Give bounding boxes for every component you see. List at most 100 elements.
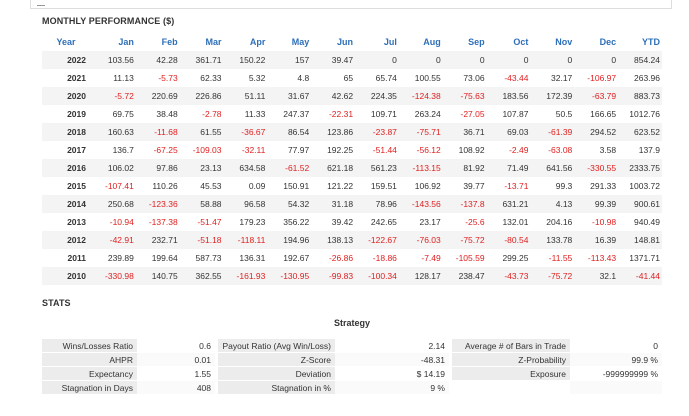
value-cell: 356.22 [283, 217, 310, 227]
value-cell: 69.03 [507, 127, 529, 137]
column-spacer [449, 339, 452, 353]
column-header: Mar [205, 37, 222, 47]
value-cell: -13.71 [504, 181, 529, 191]
value-cell: 39.77 [463, 181, 485, 191]
stats-table: Wins/Losses Ratio 0.6 Payout Ratio (Avg Wi… [42, 339, 662, 395]
strategy-heading: Strategy [333, 318, 370, 328]
value-cell: -107.41 [105, 181, 134, 191]
value-cell: 50.5 [555, 109, 573, 119]
value-cell: -5.73 [158, 73, 178, 83]
stat-label: Payout Ratio (Avg Win/Loss) [218, 339, 335, 353]
value-cell: -25.6 [465, 217, 485, 227]
value-cell: -124.38 [411, 91, 441, 101]
table-row: 2010 -330.98 140.75 362.55 -161.93 -130.95 -99… [42, 267, 662, 285]
value-cell: -130.95 [280, 271, 310, 281]
stat-value: -48.31 [335, 352, 449, 367]
value-cell: 0 [611, 55, 617, 65]
year-cell: 2022 [67, 55, 86, 65]
value-cell: 148.81 [634, 235, 660, 245]
column-header: Feb [161, 37, 178, 47]
value-cell: -137.8 [460, 199, 485, 209]
value-cell: 199.64 [151, 253, 178, 263]
column-header: Jul [383, 37, 397, 47]
value-cell: 69.75 [112, 109, 134, 119]
value-cell: 232.71 [151, 235, 178, 245]
column-header: Oct [513, 37, 529, 47]
value-cell: 854.24 [634, 55, 660, 65]
year-cell: 2021 [67, 73, 86, 83]
value-cell: -118.11 [237, 235, 266, 245]
value-cell: 106.02 [107, 163, 134, 173]
value-cell: 99.3 [555, 181, 573, 191]
value-cell: -99.83 [328, 271, 354, 281]
stats-row: Stagnation in Days 408 Stagnation in % 9 % [42, 380, 662, 395]
value-cell: -143.56 [411, 199, 441, 209]
value-cell: 73.06 [463, 73, 485, 83]
column-header: Year [56, 37, 76, 47]
stat-value: $ 14.19 [335, 366, 449, 381]
value-cell: -76.03 [416, 235, 441, 245]
value-cell: 194.96 [283, 235, 310, 245]
collapse-icon [37, 1, 45, 6]
value-cell: -113.43 [587, 253, 617, 263]
year-cell: 2016 [67, 163, 86, 173]
table-row: 2019 69.75 38.48 -2.78 11.33 247.37 -22.31 109.… [42, 105, 662, 123]
value-cell: -61.39 [548, 127, 573, 137]
stat-value: 2.14 [335, 339, 449, 353]
column-spacer [449, 380, 452, 395]
table-row: 2015 -107.41 110.26 45.53 0.09 150.91 121.22 15… [42, 177, 662, 195]
value-cell: 0.09 [248, 181, 266, 191]
value-cell: 108.92 [458, 145, 485, 155]
value-cell: -113.15 [412, 163, 441, 173]
year-cell: 2013 [67, 217, 86, 227]
value-cell: 65 [343, 73, 354, 83]
value-cell: 110.26 [152, 181, 178, 191]
value-cell: 166.65 [590, 109, 617, 119]
stat-value: 0.01 [137, 352, 215, 367]
value-cell: 641.56 [546, 163, 573, 173]
value-cell: -7.49 [421, 253, 441, 263]
value-cell: -75.63 [460, 91, 485, 101]
stat-label: Z-Score [218, 352, 335, 367]
value-cell: 137.9 [638, 145, 660, 155]
value-cell: 150.91 [283, 181, 310, 191]
value-cell: 140.75 [151, 271, 178, 281]
year-cell: 2019 [67, 109, 86, 119]
value-cell: -100.34 [368, 271, 397, 281]
value-cell: -10.94 [109, 217, 134, 227]
stat-value: 1.55 [137, 366, 215, 381]
value-cell: 4.13 [555, 199, 573, 209]
stats-row: Expectancy 1.55 Deviation $ 14.19 Exposure -9… [42, 366, 662, 381]
value-cell: 39.47 [331, 55, 354, 65]
value-cell: -22.31 [328, 109, 354, 119]
value-cell: -11.68 [154, 127, 178, 137]
value-cell: -122.67 [368, 235, 397, 245]
column-spacer [449, 366, 452, 381]
value-cell: 54.32 [287, 199, 310, 209]
value-cell: 587.73 [195, 253, 222, 263]
value-cell: -43.73 [504, 271, 529, 281]
value-cell: 0 [479, 55, 485, 65]
table-row: 2021 11.13 -5.73 62.33 5.32 4.8 65 65.74 100.55 7… [42, 69, 662, 87]
value-cell: 0 [567, 55, 573, 65]
value-cell: 294.52 [590, 127, 617, 137]
table-header-row: Year Jan Feb Mar Apr May Jun Jul Aug Sep Oct Nov Dec… [42, 33, 662, 51]
value-cell: -106.97 [587, 73, 617, 83]
value-cell: 132.01 [502, 217, 529, 227]
value-cell: -161.93 [236, 271, 266, 281]
column-spacer [215, 380, 218, 395]
value-cell: 36.71 [463, 127, 485, 137]
value-cell: -80.54 [504, 235, 529, 245]
stat-label: Exposure [452, 366, 570, 381]
column-header: Apr [249, 37, 266, 47]
value-cell: 5.32 [248, 73, 266, 83]
value-cell: 263.96 [634, 73, 660, 83]
table-row: 2017 136.7 -67.25 -109.03 -32.11 77.97 192.25 -… [42, 141, 662, 159]
value-cell: -36.67 [241, 127, 266, 137]
value-cell: 11.33 [244, 109, 266, 119]
stat-label: Deviation [218, 366, 335, 381]
value-cell: 238.47 [458, 271, 485, 281]
column-header: Aug [423, 37, 441, 47]
value-cell: 65.74 [375, 73, 397, 83]
value-cell: -109.03 [192, 145, 222, 155]
